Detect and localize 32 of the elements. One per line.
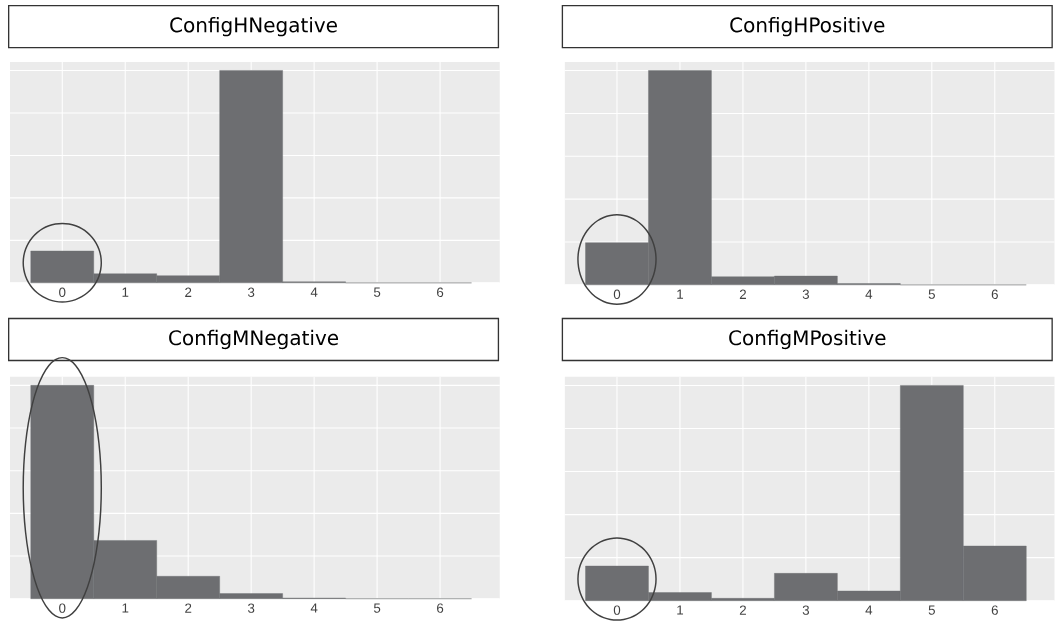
x-tick-label: 4 [310,603,318,613]
x-tick-label: 2 [185,603,192,613]
x-tick-label: 4 [310,287,318,297]
x-tick-label: 3 [247,287,255,298]
x-tick-label: 0 [613,289,621,300]
chart-title: ConfigMPositive [729,330,886,350]
x-tick-label: 3 [802,289,810,300]
x-tick-label: 6 [991,289,998,300]
x-tick-label: 1 [122,603,129,613]
x-tick-label: 0 [59,603,66,613]
x-tick-label: 1 [677,289,684,299]
x-tick-label: 4 [865,605,873,615]
chart-title: ConfigHPositive [730,17,885,37]
x-tick-label: 6 [437,603,444,613]
x-tick-label: 6 [437,287,444,298]
chart-title: ConfigHNegative [170,17,337,37]
x-tick-label: 0 [613,605,621,615]
x-tick-label: 2 [739,605,746,615]
x-tick-label: 3 [247,603,255,613]
x-tick-label: 2 [739,289,746,300]
x-tick-label: 4 [865,289,873,299]
chart-title: ConfigMNegative [169,330,339,350]
x-tick-label: 2 [185,287,192,298]
x-tick-label: 0 [59,287,66,298]
x-tick-label: 5 [373,287,381,298]
x-tick-label: 5 [928,289,935,300]
x-tick-label: 1 [677,605,684,615]
x-tick-label: 6 [991,605,998,615]
x-tick-label: 5 [373,603,381,613]
x-tick-label: 5 [928,605,935,615]
x-tick-label: 1 [122,287,129,297]
x-tick-label: 3 [802,605,810,615]
